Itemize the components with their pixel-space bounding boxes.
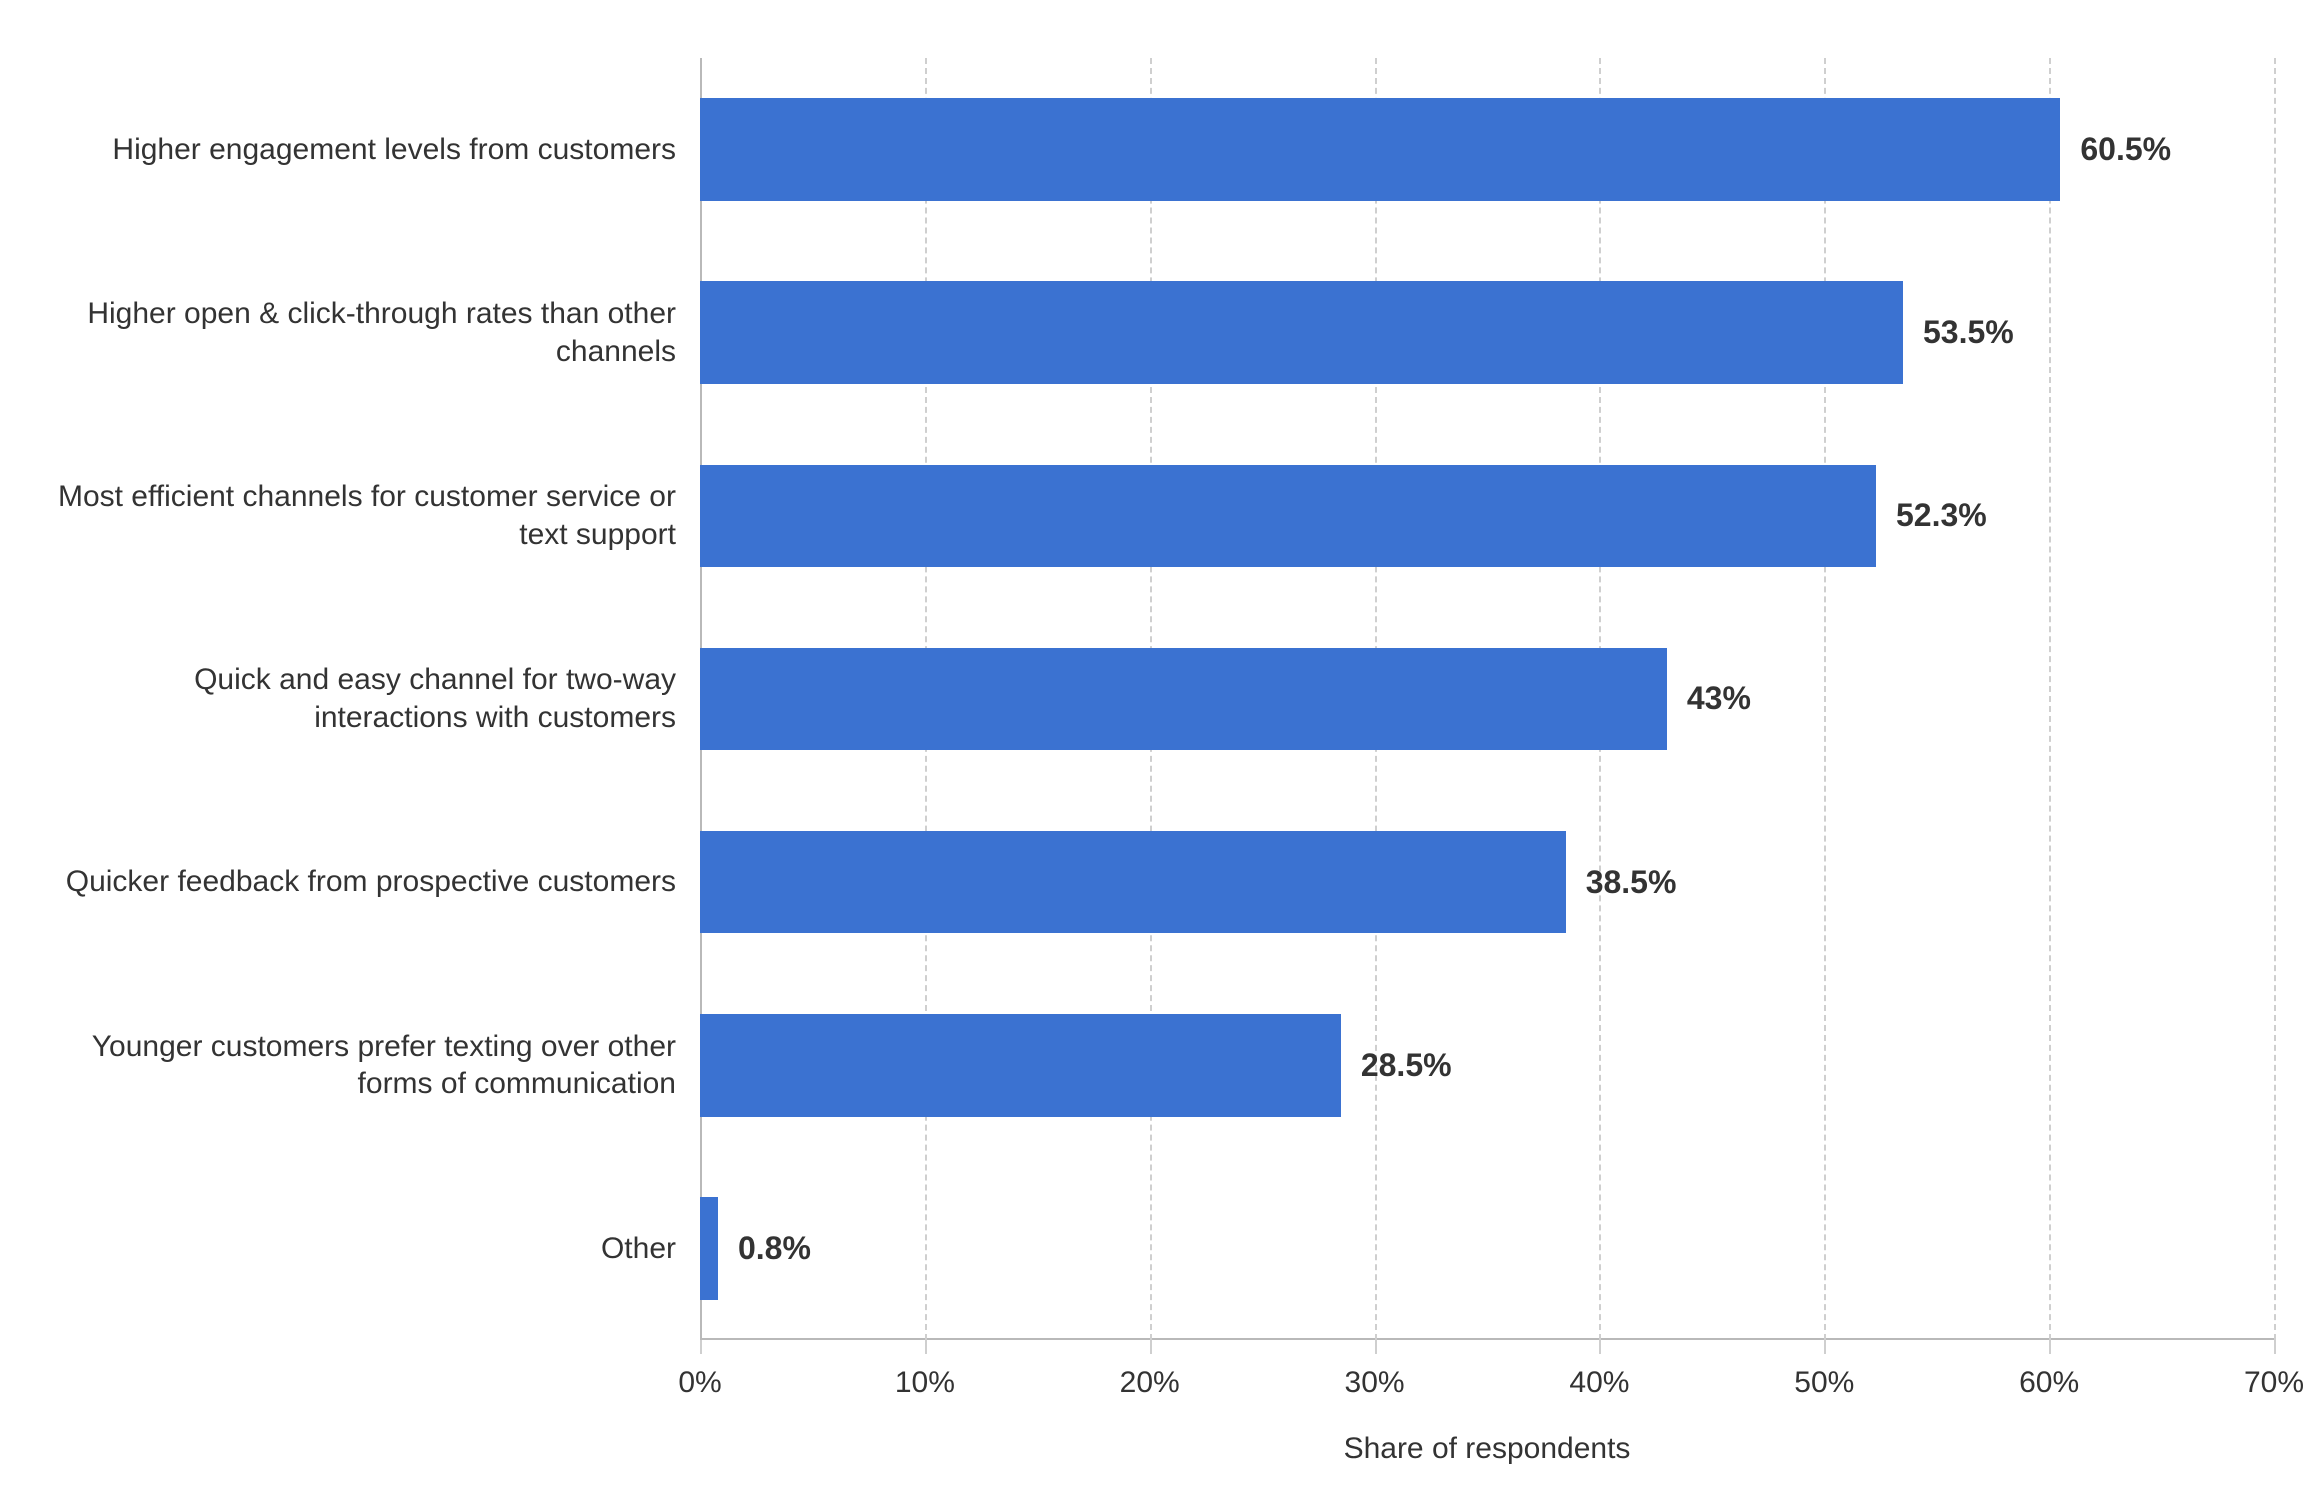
x-tick-mark [925,1340,927,1354]
category-label: Most efficient channels for customer ser… [46,424,676,607]
gridline [2274,58,2276,1340]
x-tick-mark [1824,1340,1826,1354]
category-label: Higher open & click-through rates than o… [46,241,676,424]
bar-value-label: 0.8% [738,1230,811,1267]
bar [700,465,1876,568]
bar-row: 43% [700,648,1751,751]
plot-area: 60.5% 53.5% 52.3% 43% 38.5% 28.5% 0.8% [700,58,2274,1340]
x-tick-label: 40% [1569,1366,1629,1400]
bar [700,1197,718,1300]
bar [700,1014,1341,1117]
bar-value-label: 52.3% [1896,497,1987,534]
category-label: Other [46,1157,676,1340]
x-axis-title-text: Share of respondents [1344,1432,1631,1465]
bar [700,648,1667,751]
gridline [2049,58,2051,1340]
x-tick-mark [1599,1340,1601,1354]
x-tick-mark [1150,1340,1152,1354]
x-axis-line [700,1338,2274,1340]
x-tick-label: 0% [678,1366,721,1400]
x-tick-label: 20% [1120,1366,1180,1400]
x-tick-label: 60% [2019,1366,2079,1400]
x-axis-title: Share of respondents [700,1432,2274,1466]
chart-container: 60.5% 53.5% 52.3% 43% 38.5% 28.5% 0.8% Share o… [0,0,2320,1494]
bar-value-label: 38.5% [1586,864,1677,901]
gridline [1824,58,1826,1340]
x-tick-label: 10% [895,1366,955,1400]
bar [700,98,2060,201]
x-tick-mark [700,1340,702,1354]
x-tick-label: 30% [1345,1366,1405,1400]
category-label: Quick and easy channel for two-way inter… [46,607,676,790]
bar-value-label: 60.5% [2080,131,2171,168]
category-label: Quicker feedback from prospective custom… [46,791,676,974]
bar-row: 53.5% [700,281,2014,384]
bar-value-label: 28.5% [1361,1047,1452,1084]
bar-row: 0.8% [700,1197,811,1300]
x-tick-label: 50% [1794,1366,1854,1400]
bar-row: 60.5% [700,98,2171,201]
bar [700,281,1903,384]
category-label: Higher engagement levels from customers [46,58,676,241]
x-tick-mark [2274,1340,2276,1354]
bar-value-label: 53.5% [1923,314,2014,351]
x-tick-mark [1375,1340,1377,1354]
bar [700,831,1566,934]
category-label: Younger customers prefer texting over ot… [46,974,676,1157]
bar-value-label: 43% [1687,680,1751,717]
bar-row: 52.3% [700,465,1987,568]
x-tick-label: 70% [2244,1366,2304,1400]
bar-row: 28.5% [700,1014,1452,1117]
bar-row: 38.5% [700,831,1676,934]
x-tick-mark [2049,1340,2051,1354]
